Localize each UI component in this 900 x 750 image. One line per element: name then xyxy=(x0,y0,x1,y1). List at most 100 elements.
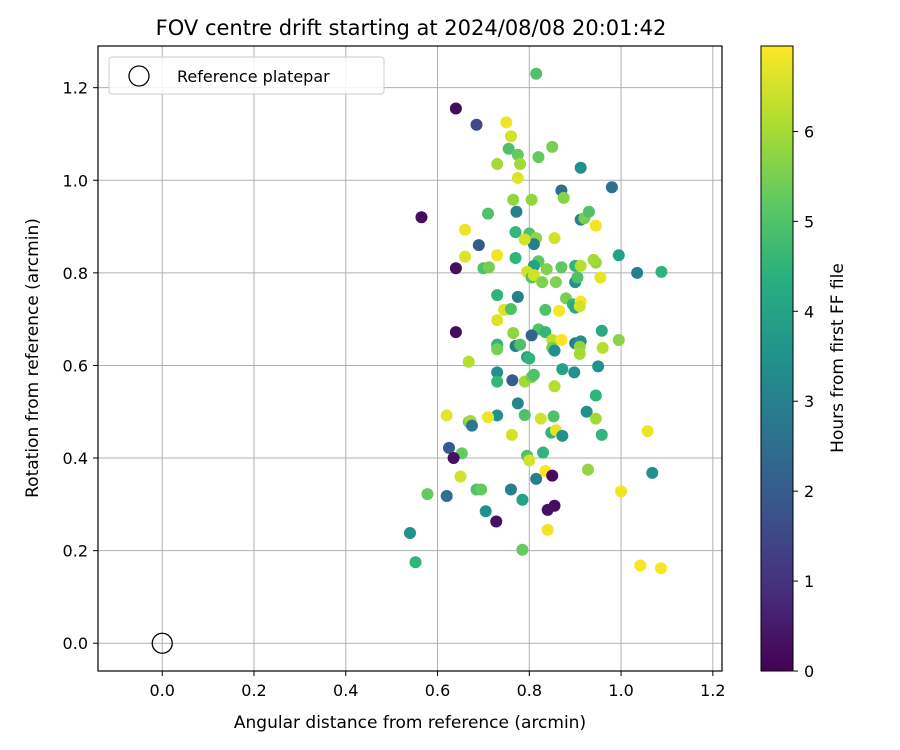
y-tick-label: 0.0 xyxy=(63,634,88,653)
data-point xyxy=(655,265,668,278)
data-point xyxy=(491,375,504,388)
data-point xyxy=(553,304,566,317)
data-point xyxy=(530,67,543,80)
colorbar-tick-label: 2 xyxy=(804,482,814,501)
y-axis-ticks: 0.0 0.2 0.4 0.6 0.8 1.0 1.2 xyxy=(63,79,98,653)
data-point xyxy=(547,410,560,423)
data-point xyxy=(440,409,453,422)
data-point xyxy=(641,425,654,438)
data-point xyxy=(514,158,527,171)
data-point xyxy=(475,483,488,496)
data-point xyxy=(459,223,472,236)
x-tick-label: 1.0 xyxy=(608,681,633,700)
data-point xyxy=(532,151,545,164)
data-point xyxy=(634,559,647,572)
data-point xyxy=(557,191,570,204)
data-point xyxy=(465,419,478,432)
data-point xyxy=(470,118,483,131)
data-point xyxy=(506,374,519,387)
legend-reference-label: Reference platepar xyxy=(177,67,330,86)
data-point xyxy=(507,327,520,340)
data-point xyxy=(440,490,453,502)
data-point xyxy=(546,140,559,153)
data-point xyxy=(421,488,434,501)
data-point xyxy=(443,441,455,454)
data-point xyxy=(555,333,568,346)
data-point xyxy=(491,366,504,379)
data-point xyxy=(574,161,587,174)
data-point xyxy=(525,329,538,342)
data-point xyxy=(409,556,422,569)
y-axis-label: Rotation from reference (arcmin) xyxy=(23,218,43,498)
data-point xyxy=(404,527,416,540)
data-point xyxy=(490,515,503,528)
data-point xyxy=(589,219,602,232)
y-tick-label: 0.6 xyxy=(63,356,88,375)
data-point xyxy=(449,326,462,339)
data-point xyxy=(500,116,513,129)
y-tick-label: 1.2 xyxy=(63,79,88,98)
data-point xyxy=(491,249,504,262)
data-point xyxy=(537,446,550,459)
data-point xyxy=(472,239,485,252)
data-point xyxy=(574,259,587,272)
data-point xyxy=(523,454,536,467)
data-point xyxy=(595,324,608,337)
x-tick-label: 0.8 xyxy=(517,681,542,700)
data-point xyxy=(573,347,586,360)
colorbar-tick-label: 6 xyxy=(804,122,814,141)
data-point xyxy=(491,343,504,356)
data-point xyxy=(479,505,492,518)
data-point xyxy=(491,409,504,422)
data-point xyxy=(548,344,561,357)
data-point xyxy=(573,300,586,313)
data-point xyxy=(539,326,552,339)
data-point xyxy=(556,429,569,442)
data-point xyxy=(462,355,475,368)
data-point xyxy=(589,389,602,402)
colorbar-label: Hours from first FF file xyxy=(828,263,848,453)
x-axis-ticks: 0.0 0.2 0.4 0.6 0.8 1.0 1.2 xyxy=(150,671,726,700)
data-point xyxy=(580,405,593,418)
data-point xyxy=(491,158,504,171)
data-point xyxy=(612,333,625,346)
data-point xyxy=(541,523,554,536)
legend-reference-marker xyxy=(128,65,150,87)
data-point xyxy=(530,472,543,485)
data-point xyxy=(631,266,644,279)
y-tick-label: 0.2 xyxy=(63,542,88,561)
data-point xyxy=(504,302,517,315)
data-point xyxy=(482,207,494,220)
grid-lines xyxy=(98,46,722,671)
x-tick-label: 0.0 xyxy=(150,681,175,700)
data-point xyxy=(595,428,608,441)
data-point xyxy=(523,352,536,365)
data-point xyxy=(527,269,540,282)
data-point xyxy=(516,493,529,506)
data-point xyxy=(509,252,522,265)
data-point xyxy=(507,193,520,206)
data-point xyxy=(491,289,504,302)
data-point xyxy=(482,261,495,274)
data-point xyxy=(449,262,462,275)
legend-box xyxy=(108,56,385,95)
data-point xyxy=(646,466,659,479)
reference-marker-group xyxy=(151,632,173,654)
data-point xyxy=(546,469,559,482)
data-point xyxy=(587,253,600,266)
y-tick-label: 0.4 xyxy=(63,449,88,468)
reference-marker xyxy=(151,632,173,654)
data-point xyxy=(505,428,518,441)
data-point xyxy=(511,397,524,410)
data-point xyxy=(447,452,460,465)
data-point xyxy=(592,360,605,373)
colorbar-ticks: 0 1 2 3 4 5 6 xyxy=(793,122,814,681)
data-point xyxy=(516,543,529,556)
y-tick-label: 0.8 xyxy=(63,264,88,283)
data-point xyxy=(540,263,553,276)
y-tick-label: 1.0 xyxy=(63,171,88,190)
x-tick-label: 0.2 xyxy=(241,681,266,700)
data-point xyxy=(615,485,628,498)
chart-title: FOV centre drift starting at 2024/08/08 … xyxy=(156,16,667,40)
